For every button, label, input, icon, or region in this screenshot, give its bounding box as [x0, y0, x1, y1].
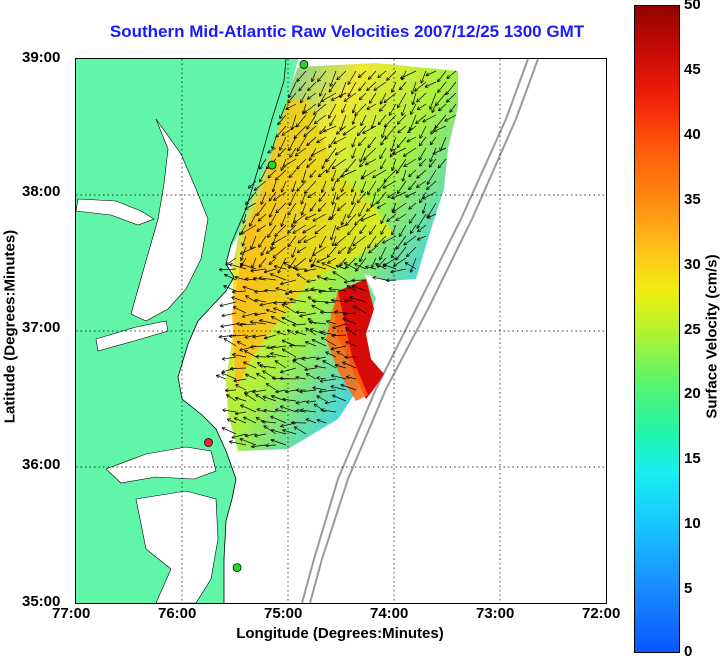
x-tick: 75:00	[264, 605, 302, 622]
radar-site-marker	[268, 161, 276, 169]
velocity-arrow	[217, 375, 226, 379]
colorbar-tick: 50	[684, 0, 701, 13]
y-tick: 39:00	[22, 49, 60, 66]
colorbar-tick: 30	[684, 256, 701, 273]
x-tick: 72:00	[582, 605, 620, 622]
colorbar-tick: 35	[684, 191, 701, 208]
colorbar-tick: 0	[684, 643, 692, 660]
colorbar-tick: 20	[684, 385, 701, 402]
x-tick: 76:00	[158, 605, 196, 622]
colorbar-tick: 25	[684, 321, 701, 338]
colorbar-tick: 15	[684, 450, 701, 467]
x-tick: 77:00	[52, 605, 90, 622]
y-tick: 38:00	[22, 183, 60, 200]
y-tick: 36:00	[22, 456, 60, 473]
colorbar-tick: 5	[684, 580, 692, 597]
colorbar	[634, 5, 680, 653]
x-axis-label: Longitude (Degrees:Minutes)	[75, 625, 605, 642]
x-tick: 73:00	[476, 605, 514, 622]
colorbar-label: Surface Velocity (cm/s)	[704, 237, 721, 437]
y-axis-label: Latitude (Degrees:Minutes)	[2, 227, 19, 427]
colorbar-tick: 45	[684, 61, 701, 78]
radar-site-marker	[205, 439, 213, 447]
colorbar-tick: 40	[684, 126, 701, 143]
y-tick: 37:00	[22, 319, 60, 336]
map-area[interactable]	[75, 58, 607, 604]
radar-site-marker	[300, 60, 308, 68]
x-tick: 74:00	[370, 605, 408, 622]
map-canvas	[76, 59, 606, 603]
colorbar-tick: 10	[684, 515, 701, 532]
radar-site-marker	[233, 564, 241, 572]
map-title: Southern Mid-Atlantic Raw Velocities 200…	[0, 22, 694, 42]
